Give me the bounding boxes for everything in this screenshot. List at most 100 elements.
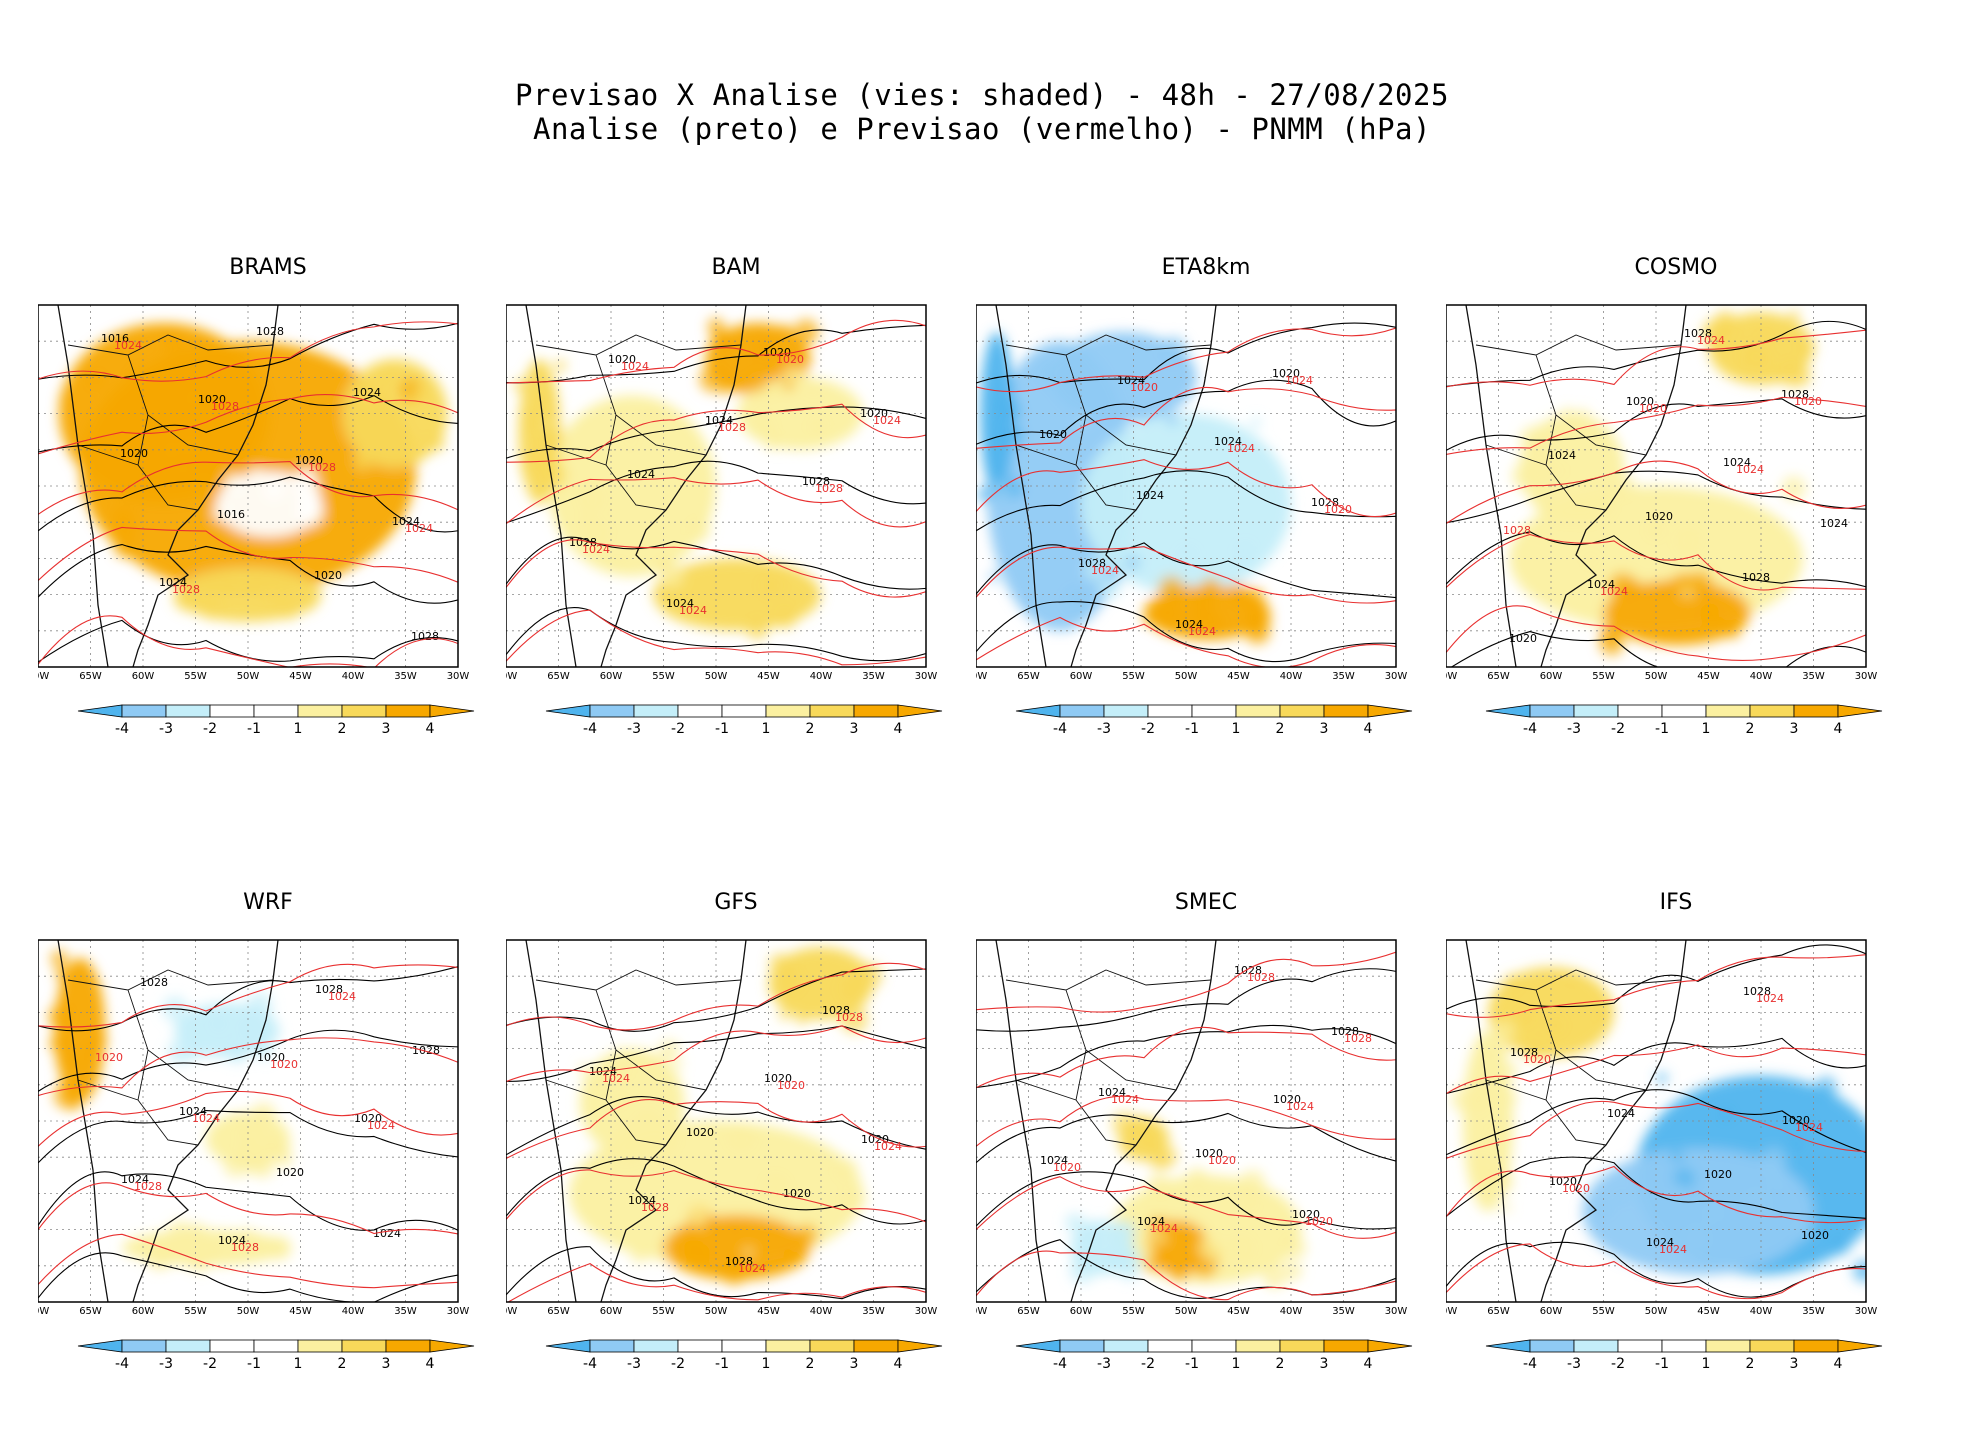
bias-speck (1788, 309, 1801, 321)
isobar-label: 1020 (1523, 1053, 1551, 1066)
panel-bam: BAM 1020 1024 1028 1028 1024 1020 1020 1024 1024 1… (506, 255, 966, 775)
country-borders (1005, 334, 1212, 511)
figure-title-line1: Previsao X Analise (vies: shaded) - 48h … (515, 78, 1449, 112)
colorbar: -4 -3 -2 -1 1 2 3 4 (1485, 1339, 1883, 1372)
forecat-isobars-line (506, 1025, 926, 1083)
lon-tick-label: 45W (757, 1306, 780, 1317)
bias-speck (746, 618, 769, 641)
isobar-label: 1028 (725, 1255, 753, 1268)
bias-speck (1233, 583, 1246, 596)
analyis-isobars-line (506, 406, 926, 459)
isobar-label: 1024 (1587, 578, 1615, 591)
colorbar-label: 1 (762, 721, 771, 737)
colorbar-segment (209, 704, 255, 718)
bias-speck (1500, 1124, 1509, 1133)
grid (976, 305, 1396, 667)
panel-title: BAM (711, 255, 761, 280)
colorbar-label: -2 (671, 1356, 685, 1372)
bias-speck (513, 378, 527, 392)
lon-tick-label: 30W (1855, 1306, 1878, 1317)
bias-speck (997, 398, 1022, 422)
lon-tick-label: 60W (132, 671, 155, 682)
lon-tick-label: 35W (862, 671, 885, 682)
bias-shading (47, 950, 293, 1273)
isobar-label: 1024 (582, 543, 610, 556)
bias-speck (1158, 1219, 1177, 1238)
country-borders (535, 969, 742, 1146)
isobar-label: 1028 (231, 1241, 259, 1254)
lon-tick-label: 55W (1122, 1306, 1145, 1317)
lon-tick-label: 65W (1487, 1306, 1510, 1317)
colorbar-segment (633, 1339, 679, 1353)
isobar-label: 1028 (1743, 985, 1771, 998)
colorbar-segment (385, 704, 431, 718)
bias-speck (55, 966, 70, 982)
map-ifs: 1020102010241028102810241020102010241020… (1446, 939, 1883, 1372)
colorbar-label: -1 (1655, 721, 1669, 737)
bias-speck (746, 372, 766, 392)
lon-tick-label: 45W (289, 1306, 312, 1317)
colorbar-label: 3 (1320, 1356, 1329, 1372)
bias-speck (1165, 412, 1179, 426)
colorbar-segment (1235, 704, 1281, 718)
isobar-label: 1028 (1331, 1025, 1359, 1038)
colorbar-label: 3 (382, 1356, 391, 1372)
isobar-label: 1028 (1510, 1046, 1538, 1059)
colorbar-label: -1 (715, 721, 729, 737)
bias-speck (612, 561, 626, 575)
bias-speck (267, 1236, 292, 1261)
bias-speck (1263, 1263, 1288, 1289)
bias-speck (1249, 607, 1272, 630)
panel-brams: BRAMS 1016 1020 1020 1024 1024 1028 1024 1020 101… (38, 255, 498, 775)
colorbar-label: -4 (583, 721, 597, 737)
isobar-label: 1020 (776, 353, 804, 366)
analyis-isobars-line (1446, 1089, 1866, 1156)
colorbar-segment (1103, 1339, 1149, 1353)
panel-title: COSMO (1634, 255, 1718, 280)
isobar-label: 1020 (1292, 1208, 1320, 1221)
map-wrf: 1020102010241024102810281024102010241028… (38, 939, 475, 1372)
bias-speck (1112, 1112, 1137, 1137)
isobar-label: 1024 (1736, 463, 1764, 476)
panel-title: SMEC (1174, 890, 1238, 915)
bias-speck (1204, 614, 1224, 634)
coastline (995, 305, 1217, 667)
bias-speck (404, 437, 423, 456)
colorbar-label: 3 (1320, 721, 1329, 737)
bias-speck (1781, 475, 1806, 501)
bias-speck (1133, 1114, 1144, 1125)
bias-speck (1790, 365, 1812, 387)
bias-speck (59, 392, 71, 405)
colorbar-segment (1661, 704, 1707, 718)
forecat-isobars-line (507, 1263, 926, 1302)
isobar-label: 1024 (1697, 334, 1725, 347)
bias-speck (1536, 496, 1557, 517)
bias-area (663, 1215, 811, 1281)
isobar-label: 1028 (1344, 1032, 1372, 1045)
colorbar-segment (721, 704, 767, 718)
colorbar-segment (1749, 704, 1795, 718)
colorbar-label: -1 (1185, 721, 1199, 737)
colorbar-arrow-right (897, 1339, 943, 1353)
isobar-label: 1016 (101, 332, 129, 345)
isobar-label: 1020 (1704, 1168, 1732, 1181)
isobar-label: 1020 (1130, 381, 1158, 394)
isobar-label: 1020 (1782, 1114, 1810, 1127)
forecat-isobars-line (38, 393, 458, 455)
bias-speck (1154, 1145, 1178, 1169)
lon-tick-label: 50W (1645, 1306, 1668, 1317)
isobar-label: 1020 (1794, 395, 1822, 408)
colorbar-segment (1235, 1339, 1281, 1353)
colorbar-arrow-left (1485, 704, 1531, 718)
isobar-label: 1024 (1188, 625, 1216, 638)
lon-tick-label: 55W (1592, 671, 1615, 682)
bias-speck (211, 1016, 226, 1031)
country-borders (67, 969, 274, 1146)
bias-speck (1191, 593, 1216, 618)
bias-speck (730, 1222, 740, 1233)
lon-tick-label: 40W (1750, 1306, 1773, 1317)
isobar-label: 1020 (686, 1126, 714, 1139)
isobar-label: 1016 (217, 508, 245, 521)
bias-speck (1069, 1257, 1096, 1284)
